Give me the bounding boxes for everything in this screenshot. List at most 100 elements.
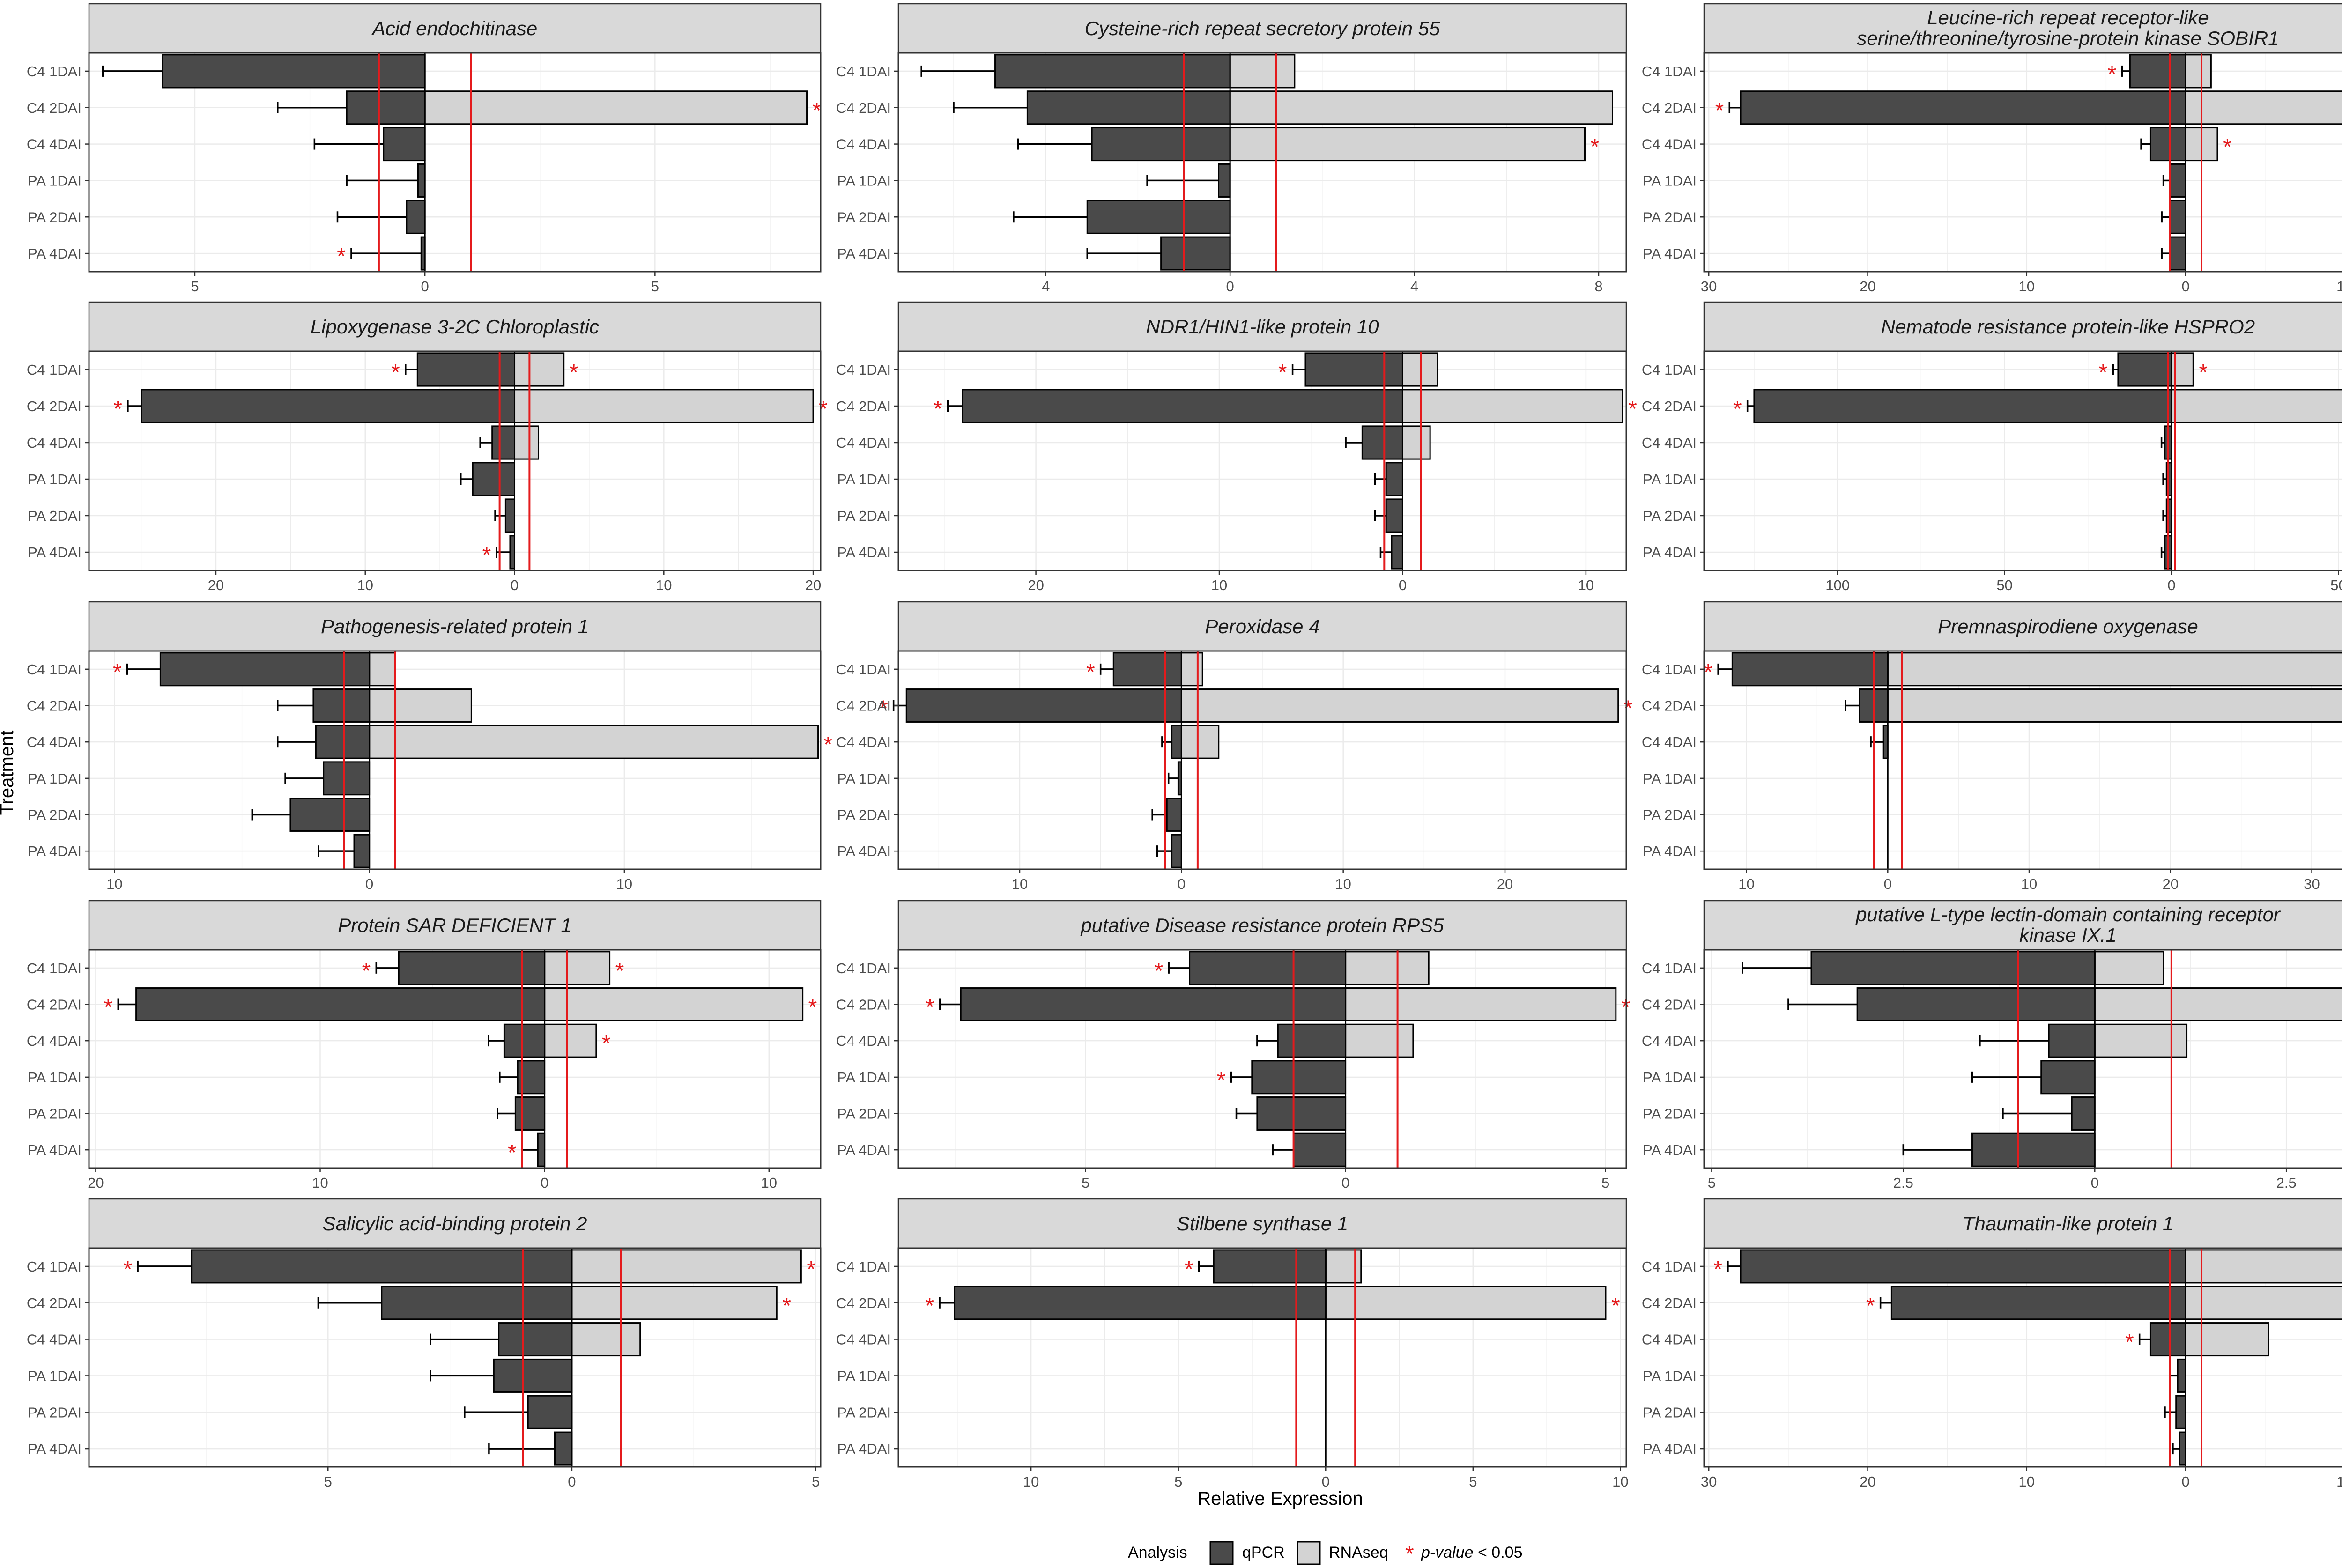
panel-strip [88, 1198, 822, 1249]
qpcr-significance-star: * [2099, 360, 2108, 385]
y-tick-label: PA 1DAI [1643, 471, 1697, 488]
qpcr-significance-star: * [1086, 660, 1095, 685]
rnaseq-bar [2185, 90, 2342, 125]
y-tick-label: C4 4DAI [27, 734, 82, 750]
y-tick-label: C4 1DAI [1642, 960, 1697, 976]
y-tick-label: PA 1DAI [837, 1368, 891, 1384]
qpcr-significance-star: * [482, 543, 491, 568]
rnaseq-bar [2094, 987, 2342, 1021]
y-tick-label: C4 4DAI [27, 1331, 82, 1348]
panel-title: Leucine-rich repeat receptor-like serine/… [1857, 7, 2279, 49]
panel-title: Premnaspirodiene oxygenase [1938, 615, 2198, 637]
qpcr-bar [1293, 1132, 1347, 1167]
panel-title: Pathogenesis-related protein 1 [321, 615, 589, 637]
y-tick-label: C4 1DAI [1642, 362, 1697, 378]
panel-strip [88, 601, 822, 652]
qpcr-bar [1971, 1132, 2096, 1167]
legend: Analysis qPCR RNAseq * p-value < 0.05 [1128, 1541, 1522, 1567]
x-axis-title: Relative Expression [1197, 1488, 1363, 1509]
qpcr-bar [1189, 951, 1347, 985]
qpcr-bar [2175, 1395, 2186, 1429]
x-tick-label: 5 [324, 1473, 332, 1490]
x-tick-label: 5 [1174, 1473, 1182, 1490]
y-tick-label: PA 4DAI [837, 544, 891, 561]
qpcr-significance-star: * [1713, 1257, 1722, 1282]
y-tick-label: PA 4DAI [28, 843, 82, 859]
qpcr-bar [493, 1358, 573, 1393]
qpcr-bar [994, 54, 1231, 89]
y-tick-label: PA 4DAI [1643, 1441, 1697, 1457]
y-tick-label: C4 1DAI [836, 661, 891, 678]
qpcr-significance-star: * [879, 696, 888, 721]
qpcr-significance-star: * [1185, 1257, 1193, 1282]
panel-strip [1703, 1198, 2342, 1249]
y-tick-label: PA 1DAI [28, 471, 82, 488]
y-tick-label: PA 2DAI [1643, 1404, 1697, 1420]
qpcr-bar [1213, 1249, 1327, 1284]
y-tick-label: PA 1DAI [837, 1069, 891, 1086]
y-tick-label: PA 4DAI [837, 1142, 891, 1158]
x-tick-label: 10 [1211, 577, 1227, 593]
y-tick-label: PA 2DAI [1643, 508, 1697, 524]
legend-significance-threshold: < 0.05 [1478, 1544, 1522, 1561]
x-tick-label: 10 [616, 876, 632, 892]
qpcr-bar [504, 498, 516, 533]
rnaseq-bar [424, 90, 808, 125]
y-tick-label: PA 2DAI [28, 1106, 82, 1122]
y-tick-label: C4 2DAI [1642, 698, 1697, 714]
rnaseq-bar [2094, 951, 2164, 985]
x-tick-label: 0 [511, 577, 519, 593]
x-tick-label: 10 [2021, 876, 2037, 892]
x-tick-label: 20 [2163, 876, 2179, 892]
x-tick-label: 2.5 [1893, 1175, 1913, 1191]
y-tick-label: PA 1DAI [1643, 1069, 1697, 1086]
qpcr-bar [2117, 352, 2172, 387]
panel-title: Nematode resistance protein-like HSPRO2 [1881, 316, 2255, 338]
qpcr-significance-star: * [337, 244, 346, 269]
rnaseq-bar [1229, 54, 1296, 89]
y-tick-label: C4 1DAI [836, 960, 891, 976]
panel-border [897, 650, 1627, 870]
x-tick-label: 0 [1322, 1473, 1330, 1490]
qpcr-significance-star: * [926, 995, 934, 1020]
qpcr-bar [491, 425, 516, 460]
y-tick-label: C4 1DAI [27, 661, 82, 678]
y-tick-label: C4 2DAI [1642, 1295, 1697, 1311]
rnaseq-significance-star: * [824, 732, 833, 757]
panel-border [897, 52, 1627, 273]
x-tick-label: 0 [1884, 876, 1892, 892]
qpcr-bar [2129, 54, 2186, 89]
panel-7: Pathogenesis-related protein 1 * * C4 1DAI C… [27, 601, 833, 892]
panel-plot-area [1704, 651, 2342, 869]
qpcr-bar [289, 798, 371, 832]
qpcr-bar [1256, 1096, 1347, 1131]
y-tick-label: PA 4DAI [28, 1441, 82, 1457]
x-tick-label: 10 [2019, 1473, 2035, 1490]
qpcr-significance-star: * [2108, 62, 2117, 87]
x-tick-label: 5 [1601, 1175, 1609, 1191]
qpcr-bar [2048, 1023, 2096, 1058]
qpcr-bar [1251, 1060, 1347, 1095]
qpcr-bar [1171, 834, 1182, 868]
qpcr-bar [1385, 498, 1403, 533]
x-tick-label: 5 [812, 1473, 820, 1490]
x-tick-label: 0 [1399, 577, 1407, 593]
rnaseq-bar [514, 389, 814, 423]
rnaseq-bar [1325, 1286, 1607, 1320]
y-tick-label: C4 4DAI [1642, 1331, 1697, 1348]
panel-title: Stilbene synthase 1 [1177, 1213, 1349, 1235]
y-tick-label: C4 1DAI [1642, 1258, 1697, 1275]
y-tick-label: PA 1DAI [1643, 172, 1697, 189]
rnaseq-significance-star: * [808, 995, 817, 1020]
qpcr-bar [1361, 425, 1403, 460]
panel-plot-area [1704, 1248, 2342, 1467]
panel-6: Nematode resistance protein-like HSPRO2 *… [1642, 301, 2342, 593]
x-tick-label: 0 [1226, 278, 1234, 295]
panel-title: putative Disease resistance protein RPS5 [1080, 914, 1444, 936]
qpcr-bar [315, 725, 371, 759]
qpcr-bar [1385, 462, 1403, 496]
legend-qpcr-label: qPCR [1242, 1544, 1285, 1561]
panel-border [1703, 1247, 2342, 1468]
y-tick-label: C4 2DAI [1642, 997, 1697, 1013]
y-tick-label: C4 4DAI [1642, 435, 1697, 451]
